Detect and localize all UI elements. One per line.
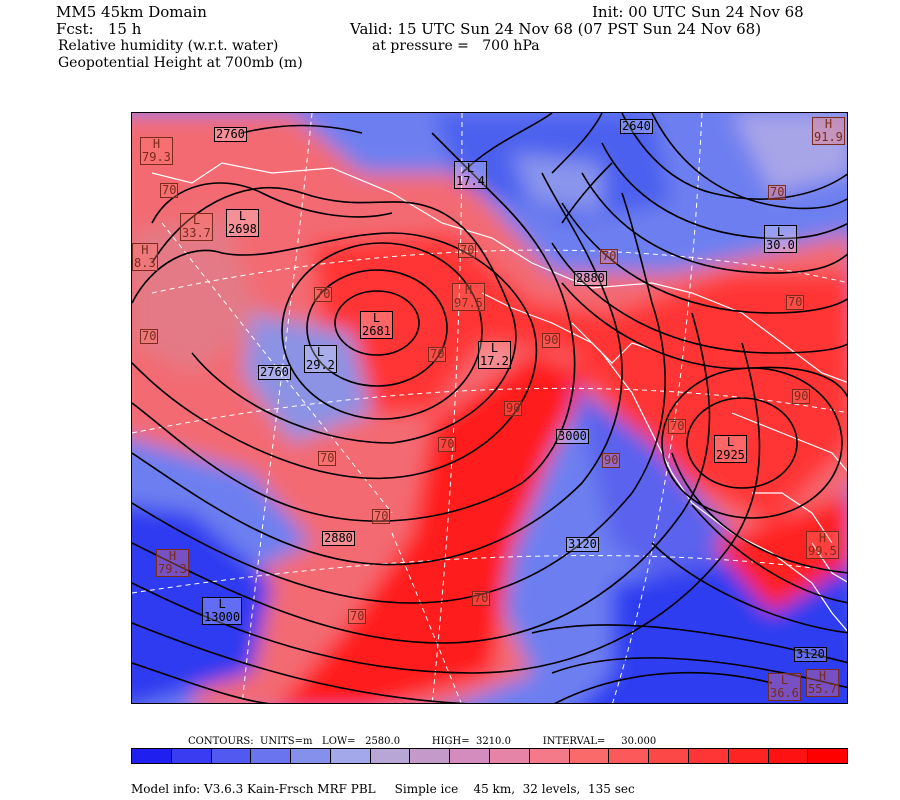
model-info: Model info: V3.6.3 Kain-Frsch MRF PBL Si… [131,782,635,796]
map-label: 2760 [214,127,247,142]
map-label: 3120 [794,647,827,662]
color-scale-swatch [529,749,570,763]
map-label: H 97.5 [452,283,485,311]
map-label: 70 [668,419,687,434]
map-label: 70 [428,347,447,362]
map-label: 2880 [574,271,607,286]
map-label: L 17.2 [478,341,511,369]
map-label: L 17.4 [454,161,487,189]
map-label: 70 [314,287,333,302]
color-scale-swatch [768,749,809,763]
color-scale-swatch [330,749,371,763]
color-scale-swatch [171,749,212,763]
map-label: 70 [438,437,457,452]
color-scale-swatch [370,749,411,763]
map-label: 2760 [258,365,291,380]
field-rh-title: Relative humidity (w.r.t. water) [58,38,279,54]
map-label: 2640 [620,119,653,134]
map-label: L 13000 [202,597,243,625]
color-scale-swatch [132,749,172,763]
map-label: 70 [160,183,179,198]
map-label: L 29.2 [304,345,337,373]
color-scale-swatch [688,749,729,763]
humidity-field [132,113,847,703]
map-label: 70 [348,609,367,624]
color-scale-swatch [490,749,530,763]
map-label: 70 [768,185,787,200]
color-scale-swatch [808,749,848,763]
map-label: L 2925 [714,435,747,463]
map-label: 3000 [556,429,589,444]
map-label: 70 [472,591,491,606]
map-label: 2880 [322,531,355,546]
map-label: H 55.7 [806,669,839,697]
map-label: 3120 [566,537,599,552]
color-scale-swatch [291,749,331,763]
color-scale-swatch [609,749,650,763]
map-label: H 99.5 [806,531,839,559]
lat-lon-grid [132,113,847,703]
init-time: Init: 00 UTC Sun 24 Nov 68 [592,3,804,21]
color-scale-swatch [251,749,292,763]
map-label: 70 [140,329,159,344]
map-label: L 36.6 [768,673,801,701]
color-scale-swatch [410,749,451,763]
weather-map: H 79.3 2760 70 L 33.7 L 2698 H 8.3 L 17.… [131,112,848,704]
map-label: 90 [542,333,561,348]
map-label: H 8.3 [132,243,158,271]
color-scale-swatch [649,749,689,763]
geopotential-contours [132,113,847,703]
map-label: 70 [372,509,391,524]
map-label: 70 [786,295,805,310]
map-label: 90 [602,453,621,468]
map-label: 90 [792,389,811,404]
pressure-level: at pressure = 700 hPa [372,38,540,54]
map-label: 70 [318,451,337,466]
valid-time: Valid: 15 UTC Sun 24 Nov 68 (07 PST Sun … [350,20,762,38]
map-label: H 91.9 [812,117,845,145]
color-scale-swatch [211,749,252,763]
map-label: 90 [504,401,523,416]
map-label: 70 [600,249,619,264]
forecast-hour: Fcst: 15 h [56,20,142,38]
color-scale-bar [131,748,848,764]
map-graphic [132,113,847,703]
map-label: 70 [458,243,477,258]
map-label: H 79.3 [156,549,189,577]
field-geo-title: Geopotential Height at 700mb (m) [58,55,303,71]
map-label: L 2698 [226,209,259,237]
map-label: L 33.7 [180,213,213,241]
color-scale-swatch [569,749,610,763]
map-label: H 79.3 [140,137,173,165]
map-label: L 2681 [360,311,393,339]
color-scale-swatch [450,749,491,763]
domain-title: MM5 45km Domain [56,3,207,21]
color-scale-swatch [728,749,769,763]
contour-info: CONTOURS: UNITS=m LOW= 2580.0 HIGH= 3210… [188,736,657,747]
map-label: L 30.0 [764,225,797,253]
